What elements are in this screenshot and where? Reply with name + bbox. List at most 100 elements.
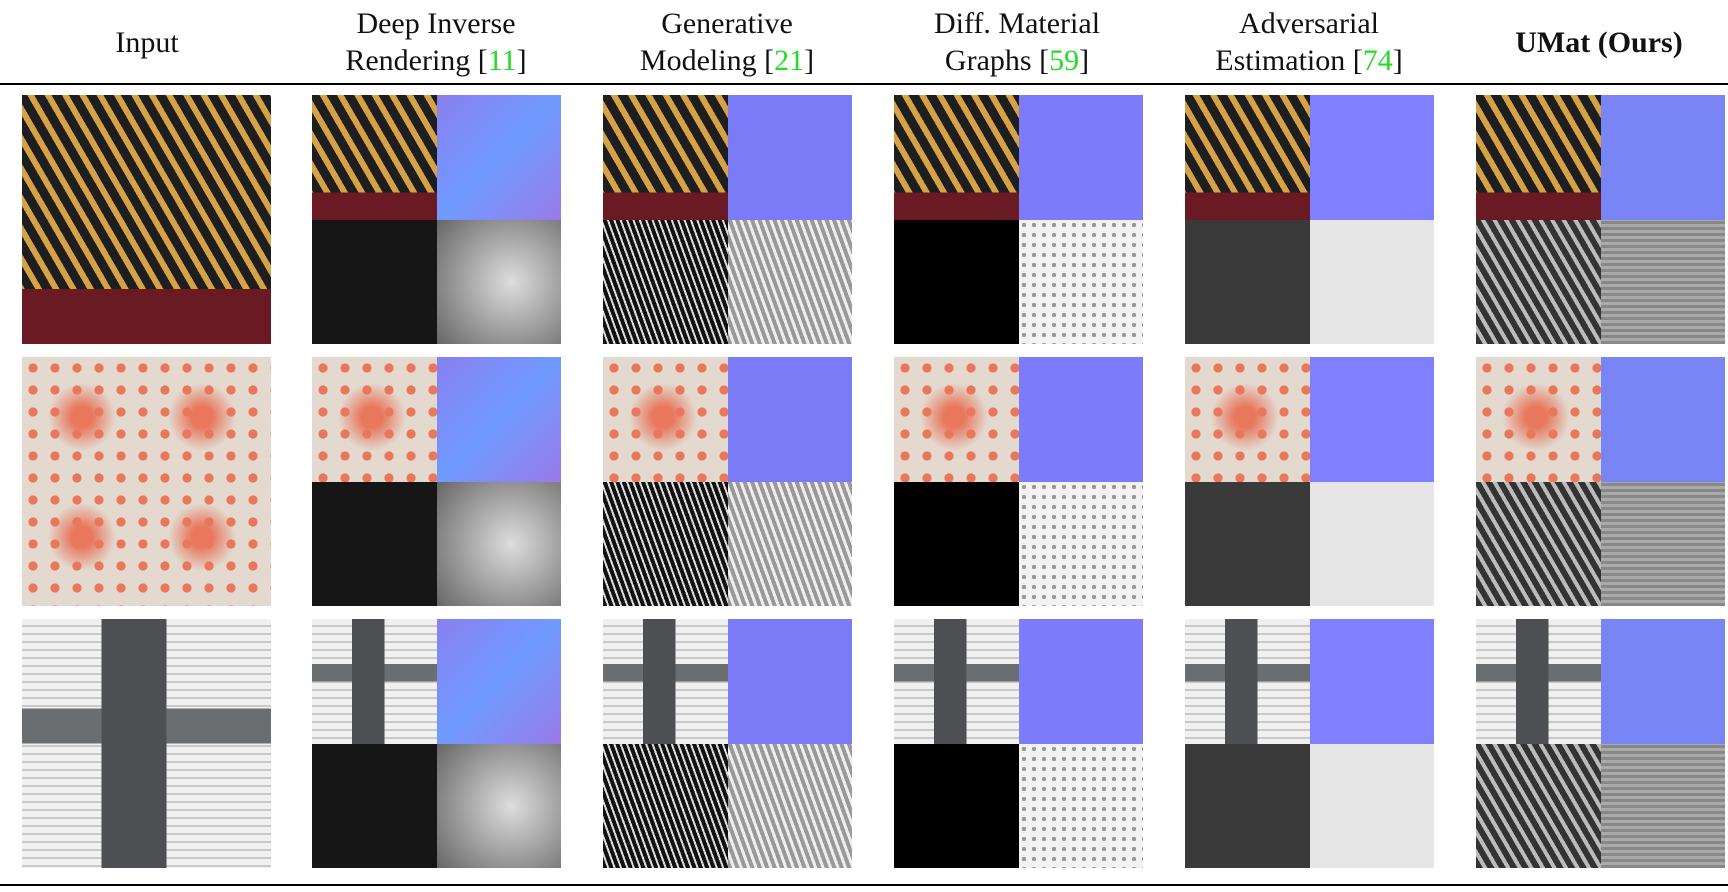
roughness-map xyxy=(1185,219,1310,344)
material-maps xyxy=(894,357,1143,606)
citation: 59 xyxy=(1049,44,1080,77)
specular-map xyxy=(727,743,852,868)
specular-map xyxy=(1018,481,1143,606)
specular-map xyxy=(1309,219,1434,344)
albedo-map xyxy=(1185,619,1310,744)
albedo-map xyxy=(1476,95,1601,220)
material-maps xyxy=(894,619,1143,868)
specular-map xyxy=(1309,481,1434,606)
column-header: UMat (Ours) xyxy=(1449,0,1728,84)
roughness-map xyxy=(603,481,728,606)
normal-map xyxy=(436,357,561,482)
roughness-map xyxy=(894,219,1019,344)
bottom-rule xyxy=(0,884,1728,886)
header-text: ] xyxy=(516,44,527,77)
material-maps xyxy=(1476,95,1725,344)
column-header: Diff. Material Graphs [59] xyxy=(867,0,1167,84)
header-line: Adversarial xyxy=(1239,5,1379,42)
albedo-map xyxy=(603,357,728,482)
column-header: Deep Inverse Rendering [11] xyxy=(286,0,586,84)
header-text: Diff. Material xyxy=(933,7,1101,40)
roughness-map xyxy=(312,743,437,868)
specular-map xyxy=(1600,481,1725,606)
roughness-map xyxy=(603,219,728,344)
header-text: Adversarial xyxy=(1239,7,1379,40)
material-maps xyxy=(603,95,852,344)
material-maps xyxy=(603,619,852,868)
roughness-map xyxy=(1185,743,1310,868)
albedo-map xyxy=(603,95,728,220)
column-header: Input xyxy=(0,0,297,84)
header-text: Graphs [ xyxy=(944,44,1050,77)
material-maps xyxy=(312,357,561,606)
column-header: Generative Modeling [21] xyxy=(577,0,877,84)
albedo-map xyxy=(1476,357,1601,482)
specular-map xyxy=(727,481,852,606)
citation: 11 xyxy=(487,44,517,77)
normal-map xyxy=(1018,619,1143,744)
albedo-map xyxy=(312,357,437,482)
normal-map xyxy=(1018,95,1143,220)
normal-map xyxy=(727,357,852,482)
header-line: Diff. Material xyxy=(934,5,1100,42)
albedo-map xyxy=(894,95,1019,220)
roughness-map xyxy=(894,743,1019,868)
normal-map xyxy=(1309,95,1434,220)
header-line: UMat (Ours) xyxy=(1515,24,1682,61)
header-line: Generative xyxy=(661,5,793,42)
header-line: Input xyxy=(115,24,178,61)
albedo-map xyxy=(894,619,1019,744)
input-image xyxy=(22,357,271,606)
header-text: Estimation [ xyxy=(1215,44,1363,77)
header-text: Input xyxy=(115,25,179,59)
albedo-map xyxy=(312,95,437,220)
roughness-map xyxy=(1476,481,1601,606)
citation: 21 xyxy=(774,44,805,77)
column-header: Adversarial Estimation [74] xyxy=(1159,0,1459,84)
normal-map xyxy=(1600,357,1725,482)
normal-map xyxy=(727,95,852,220)
header-text: Deep Inverse xyxy=(356,7,516,40)
specular-map xyxy=(727,219,852,344)
roughness-map xyxy=(312,481,437,606)
header-text: Rendering [ xyxy=(345,44,488,77)
header-text: Modeling [ xyxy=(639,44,775,77)
header-line: Rendering [11] xyxy=(345,42,526,79)
specular-map xyxy=(1600,219,1725,344)
header-line: Graphs [59] xyxy=(945,42,1089,79)
header-line: Deep Inverse xyxy=(356,5,515,42)
material-maps xyxy=(312,619,561,868)
header-text: Generative xyxy=(661,7,793,40)
specular-map xyxy=(1309,743,1434,868)
specular-map xyxy=(1018,743,1143,868)
albedo-map xyxy=(1185,357,1310,482)
normal-map xyxy=(436,95,561,220)
normal-map xyxy=(1018,357,1143,482)
normal-map xyxy=(1600,95,1725,220)
header-text: UMat (Ours) xyxy=(1515,25,1683,59)
citation: 74 xyxy=(1362,44,1393,77)
roughness-map xyxy=(1476,219,1601,344)
material-maps xyxy=(312,95,561,344)
normal-map xyxy=(1309,357,1434,482)
specular-map xyxy=(1018,219,1143,344)
input-image xyxy=(22,619,271,868)
roughness-map xyxy=(1476,743,1601,868)
albedo-map xyxy=(1185,95,1310,220)
roughness-map xyxy=(312,219,437,344)
input-image xyxy=(22,95,271,344)
specular-map xyxy=(436,743,561,868)
specular-map xyxy=(436,219,561,344)
header-line: Modeling [21] xyxy=(640,42,814,79)
normal-map xyxy=(436,619,561,744)
material-maps xyxy=(1476,619,1725,868)
roughness-map xyxy=(603,743,728,868)
roughness-map xyxy=(1185,481,1310,606)
specular-map xyxy=(1600,743,1725,868)
material-maps xyxy=(1185,619,1434,868)
albedo-map xyxy=(312,619,437,744)
header-text: ] xyxy=(804,44,815,77)
header-text: ] xyxy=(1079,44,1090,77)
header-text: ] xyxy=(1392,44,1403,77)
albedo-map xyxy=(1476,619,1601,744)
